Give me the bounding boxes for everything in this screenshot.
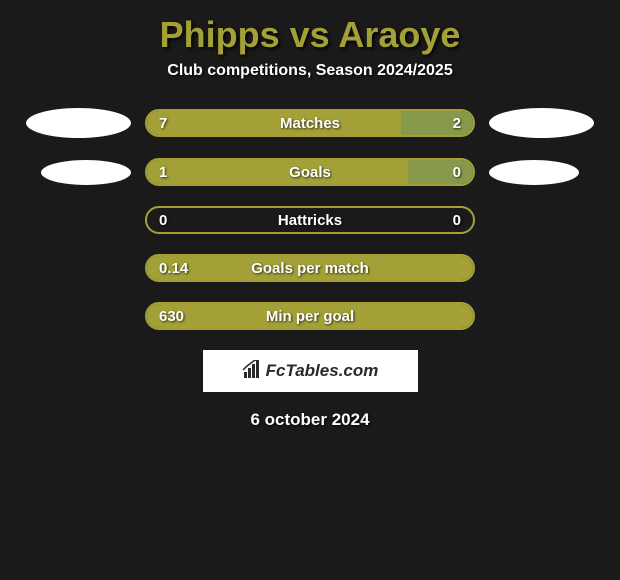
logo-box: FcTables.com	[203, 350, 418, 392]
stat-value-right: 0	[453, 212, 461, 229]
date-label: 6 october 2024	[10, 410, 610, 430]
bar-labels: 0.14 Goals per match	[147, 256, 473, 280]
stat-row: 630 Min per goal	[10, 302, 610, 330]
subtitle: Club competitions, Season 2024/2025	[10, 62, 610, 108]
player-right-ellipse	[489, 108, 594, 138]
stat-value-left: 7	[159, 115, 167, 132]
player-left-ellipse	[26, 108, 131, 138]
chart-icon	[242, 360, 262, 383]
stat-label: Goals per match	[251, 260, 369, 277]
bar-labels: 0 Hattricks 0	[147, 208, 473, 232]
player-right-ellipse	[489, 160, 579, 185]
logo-label: FcTables.com	[266, 361, 379, 381]
bar-labels: 630 Min per goal	[147, 304, 473, 328]
stat-value-right: 2	[453, 115, 461, 132]
stat-value-left: 0	[159, 212, 167, 229]
stats-container: 7 Matches 2 1 Goals 0 0 Hattricks 0 0.14 Goals per…	[10, 108, 610, 330]
stat-value-left: 1	[159, 164, 167, 181]
stat-value-left: 630	[159, 308, 184, 325]
stat-label: Min per goal	[266, 308, 354, 325]
logo-text: FcTables.com	[242, 360, 379, 383]
stat-bar: 0 Hattricks 0	[145, 206, 475, 234]
stat-bar: 1 Goals 0	[145, 158, 475, 186]
stat-bar: 630 Min per goal	[145, 302, 475, 330]
comparison-chart: Phipps vs Araoye Club competitions, Seas…	[0, 0, 620, 430]
stat-label: Hattricks	[278, 212, 342, 229]
player-left-ellipse	[41, 160, 131, 185]
stat-value-left: 0.14	[159, 260, 188, 277]
bar-labels: 7 Matches 2	[147, 111, 473, 135]
stat-label: Matches	[280, 115, 340, 132]
page-title: Phipps vs Araoye	[10, 0, 610, 62]
stat-row: 1 Goals 0	[10, 158, 610, 186]
stat-row: 0 Hattricks 0	[10, 206, 610, 234]
stat-bar: 7 Matches 2	[145, 109, 475, 137]
stat-value-right: 0	[453, 164, 461, 181]
stat-row: 7 Matches 2	[10, 108, 610, 138]
stat-label: Goals	[289, 164, 331, 181]
stat-bar: 0.14 Goals per match	[145, 254, 475, 282]
stat-row: 0.14 Goals per match	[10, 254, 610, 282]
bar-labels: 1 Goals 0	[147, 160, 473, 184]
